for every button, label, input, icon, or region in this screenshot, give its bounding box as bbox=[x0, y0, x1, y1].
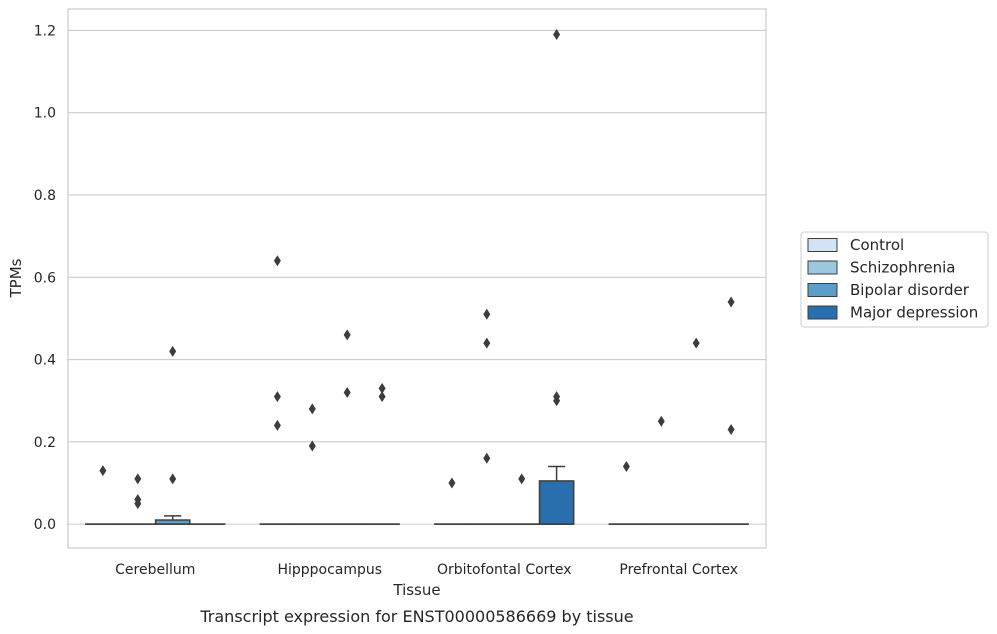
box-group bbox=[329, 329, 366, 525]
chart-caption: Transcript expression for ENST0000058666… bbox=[199, 607, 633, 626]
y-tick-label: 0.2 bbox=[34, 435, 56, 451]
legend-item: Major depression bbox=[807, 304, 978, 322]
box-group bbox=[503, 473, 540, 525]
legend-label: Bipolar disorder bbox=[850, 281, 970, 299]
outlier-point bbox=[134, 498, 142, 510]
y-tick-label: 0.8 bbox=[34, 188, 56, 204]
box-group bbox=[434, 477, 470, 525]
outlier-point bbox=[343, 386, 351, 398]
outlier-point bbox=[378, 382, 386, 394]
outlier-point bbox=[692, 337, 700, 349]
box-group bbox=[364, 382, 400, 525]
y-tick-label: 1.0 bbox=[34, 106, 56, 122]
legend-item: Control bbox=[807, 236, 904, 254]
outlier-point bbox=[273, 255, 281, 267]
plot-area bbox=[67, 8, 767, 549]
y-tick-label: 0.0 bbox=[34, 517, 56, 533]
legend-item: Schizophrenia bbox=[807, 259, 955, 277]
x-tick-label: Prefrontal Cortex bbox=[619, 562, 738, 578]
x-tick-label: Cerebellum bbox=[115, 562, 195, 578]
box-group bbox=[678, 337, 715, 525]
y-tick-label: 0.6 bbox=[34, 270, 56, 286]
outlier-point bbox=[169, 473, 177, 485]
outlier-point bbox=[657, 415, 665, 427]
outlier-point bbox=[169, 345, 177, 357]
boxes bbox=[85, 29, 749, 525]
legend-swatch bbox=[807, 238, 838, 252]
y-tick-label: 0.4 bbox=[34, 353, 56, 369]
outlier-point bbox=[483, 308, 491, 320]
legend: Control Schizophrenia Bipolar disorder Majo… bbox=[800, 231, 989, 328]
outlier-point bbox=[99, 465, 107, 477]
box-group bbox=[119, 473, 156, 525]
outlier-point bbox=[727, 296, 735, 308]
box-group bbox=[538, 29, 575, 525]
outlier-point bbox=[273, 391, 281, 403]
grid-lines bbox=[68, 29, 766, 525]
outlier-point bbox=[343, 329, 351, 341]
box-group bbox=[85, 465, 121, 525]
x-tick-label: Hipppocampus bbox=[277, 562, 382, 578]
legend-label: Control bbox=[850, 236, 904, 254]
outlier-point bbox=[518, 473, 526, 485]
legend-label: Schizophrenia bbox=[850, 259, 955, 277]
outlier-point bbox=[448, 477, 456, 489]
x-tick-label: Orbitofontal Cortex bbox=[437, 562, 572, 578]
y-axis-ticks: 0.0 0.2 0.4 0.6 0.8 1.0 1.2 bbox=[34, 23, 56, 533]
box-group bbox=[643, 415, 680, 525]
box-group bbox=[294, 403, 331, 525]
outlier-point bbox=[308, 403, 316, 415]
outlier-point bbox=[308, 440, 316, 452]
outlier-point bbox=[553, 29, 561, 41]
outlier-point bbox=[622, 461, 630, 473]
box bbox=[538, 480, 575, 525]
box-group bbox=[259, 255, 296, 525]
y-tick-label: 1.2 bbox=[34, 23, 56, 39]
box-group bbox=[713, 296, 749, 525]
x-axis-label: Tissue bbox=[392, 581, 440, 599]
outlier-point bbox=[727, 424, 735, 436]
legend-swatch bbox=[807, 283, 838, 297]
legend-swatch bbox=[807, 260, 838, 275]
box-group bbox=[608, 461, 645, 525]
outlier-point bbox=[483, 337, 491, 349]
legend-frame bbox=[800, 231, 989, 328]
outlier-point bbox=[134, 473, 142, 485]
outlier-point bbox=[273, 419, 281, 431]
x-axis-ticks: Cerebellum Hipppocampus Orbitofontal Corte… bbox=[115, 562, 738, 578]
legend-label: Major depression bbox=[850, 304, 978, 322]
outlier-point bbox=[483, 452, 491, 464]
outlier-point bbox=[378, 391, 386, 403]
legend-item: Bipolar disorder bbox=[807, 281, 970, 299]
box-group bbox=[468, 308, 505, 525]
box-group bbox=[154, 345, 191, 525]
y-axis-label: TPMs bbox=[7, 258, 25, 298]
legend-swatch bbox=[807, 305, 838, 320]
outlier-point bbox=[553, 395, 561, 407]
